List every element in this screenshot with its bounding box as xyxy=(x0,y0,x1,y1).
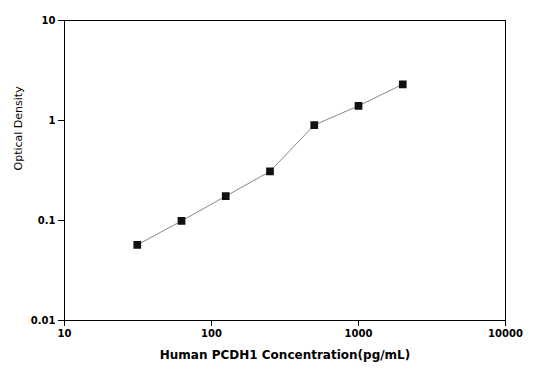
svg-text:Optical Density: Optical Density xyxy=(12,86,25,171)
svg-text:1000: 1000 xyxy=(345,328,373,339)
svg-text:1: 1 xyxy=(49,115,56,126)
svg-text:10000: 10000 xyxy=(488,328,523,339)
svg-text:0.01: 0.01 xyxy=(31,315,56,326)
svg-text:10: 10 xyxy=(42,15,56,26)
svg-text:100: 100 xyxy=(201,328,222,339)
svg-text:10: 10 xyxy=(58,328,72,339)
svg-text:0.1: 0.1 xyxy=(38,215,56,226)
svg-text:Human PCDH1 Concentration(pg/m: Human PCDH1 Concentration(pg/mL) xyxy=(160,348,411,362)
